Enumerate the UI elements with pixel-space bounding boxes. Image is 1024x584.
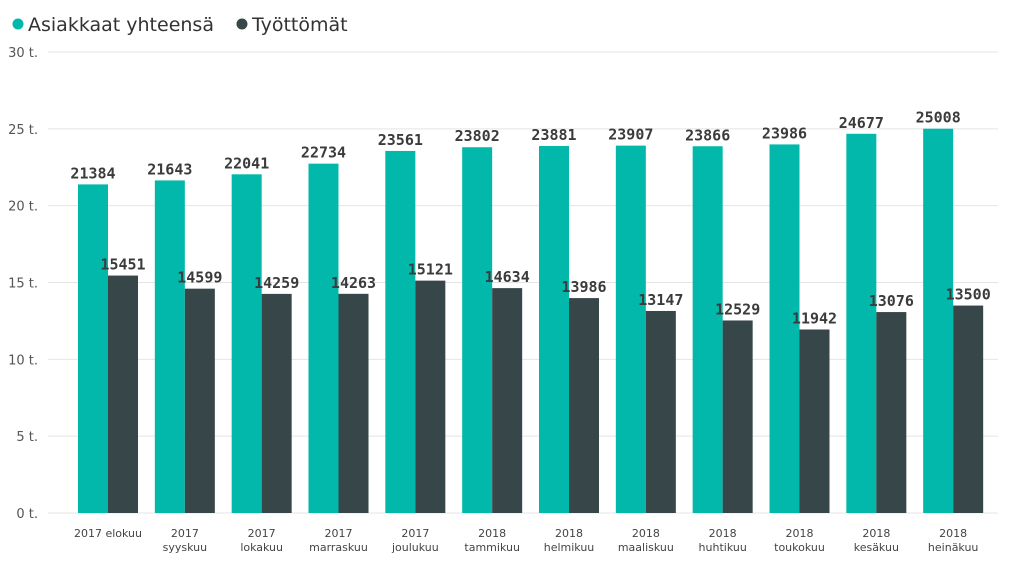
bar-asiakkaat: [78, 184, 108, 513]
y-tick-label: 20 t.: [8, 200, 38, 215]
data-label: 13147: [638, 291, 683, 309]
bar-asiakkaat: [846, 133, 877, 514]
legend-marker-1: [236, 18, 248, 30]
y-tick-label: 15 t.: [8, 277, 38, 292]
x-tick-label: heinäkuu: [928, 541, 978, 554]
bar-asiakkaat: [231, 174, 262, 514]
data-label: 23802: [455, 127, 500, 145]
x-tick-label: 2018: [786, 527, 814, 540]
bar-asiakkaat: [769, 144, 800, 513]
bars: [78, 128, 984, 514]
x-tick-label: 2018: [709, 527, 737, 540]
y-tick-label: 30 t.: [8, 46, 38, 61]
x-tick-label: syyskuu: [163, 541, 207, 554]
x-tick-label: 2018: [632, 527, 660, 540]
bar-asiakkaat: [385, 150, 416, 513]
bar-asiakkaat: [462, 147, 493, 513]
x-tick-label: maaliskuu: [618, 541, 674, 554]
bar-tyottomat: [569, 298, 599, 513]
data-label: 14259: [254, 274, 299, 292]
data-label: 13986: [561, 278, 606, 296]
bar-tyottomat: [953, 305, 984, 513]
legend-label-0: Asiakkaat yhteensä: [28, 14, 214, 36]
x-tick-label: 2018: [862, 527, 890, 540]
bar-tyottomat: [722, 320, 753, 513]
legend: Asiakkaat yhteensä Työttömät: [12, 14, 348, 36]
x-tick-label: 2017: [248, 527, 276, 540]
bar-tyottomat: [415, 280, 446, 513]
y-tick-label: 10 t.: [8, 353, 38, 368]
bar-asiakkaat: [539, 146, 569, 514]
data-label: 23561: [378, 131, 423, 149]
data-label: 23986: [762, 124, 807, 142]
x-tick-label: huhtikuu: [699, 541, 747, 554]
legend-label-1: Työttömät: [251, 14, 348, 36]
x-tick-label: 2018: [555, 527, 583, 540]
x-tick-label: toukokuu: [774, 541, 825, 554]
x-tick-label: marraskuu: [309, 541, 368, 554]
y-tick-label: 0 t.: [16, 507, 38, 522]
data-label: 23907: [608, 126, 653, 144]
y-axis: 0 t. 5 t. 10 t. 15 t. 20 t. 25 t. 30 t.: [8, 46, 38, 522]
bar-tyottomat: [799, 329, 830, 513]
data-label: 21643: [147, 160, 192, 178]
x-tick-label: kesäkuu: [854, 541, 899, 554]
data-label: 14263: [331, 274, 376, 292]
y-tick-label: 5 t.: [16, 430, 38, 445]
bar-tyottomat: [492, 288, 523, 513]
data-label: 14599: [177, 269, 222, 287]
data-label: 22041: [224, 154, 269, 172]
bar-asiakkaat: [615, 145, 646, 514]
data-label: 15121: [408, 261, 453, 279]
bar-asiakkaat: [154, 180, 185, 513]
bar-tyottomat: [184, 288, 215, 513]
data-label: 23881: [531, 126, 576, 144]
x-tick-label: lokakuu: [240, 541, 283, 554]
x-tick-label: 2018: [478, 527, 506, 540]
x-tick-label: tammikuu: [464, 541, 520, 554]
data-label: 15451: [100, 256, 145, 274]
x-axis: 2017 elokuu 2017syyskuu2017lokakuu2017mar…: [74, 527, 978, 554]
bar-tyottomat: [261, 293, 292, 513]
data-label: 13076: [869, 292, 914, 310]
x-tick-label: helmikuu: [544, 541, 595, 554]
bar-asiakkaat: [923, 128, 954, 514]
x-tick-label: joulukuu: [391, 541, 439, 554]
bar-tyottomat: [108, 275, 138, 513]
x-tick-label: 2018: [939, 527, 967, 540]
bar-asiakkaat: [308, 163, 339, 513]
data-label: 13500: [946, 286, 991, 304]
legend-marker-0: [12, 18, 24, 30]
data-label: 25008: [916, 109, 961, 127]
y-tick-label: 25 t.: [8, 123, 38, 138]
x-tick-label: 2017: [171, 527, 199, 540]
data-label: 21384: [70, 164, 115, 182]
bar-tyottomat: [645, 310, 676, 513]
data-label: 23866: [685, 126, 730, 144]
data-label: 22734: [301, 144, 346, 162]
data-label: 14634: [485, 268, 530, 286]
data-label: 11942: [792, 309, 837, 327]
data-label: 24677: [839, 114, 884, 132]
x-tick-label: 2017: [325, 527, 353, 540]
bar-tyottomat: [338, 293, 369, 513]
data-labels: 21384 15451 21643 14599 22041 14259 22734 14263…: [70, 109, 990, 328]
bar-asiakkaat: [692, 146, 723, 513]
data-label: 12529: [715, 300, 760, 318]
x-tick-label: 2017 elokuu: [74, 527, 142, 540]
x-tick-label: 2017: [401, 527, 429, 540]
bar-tyottomat: [876, 312, 907, 513]
